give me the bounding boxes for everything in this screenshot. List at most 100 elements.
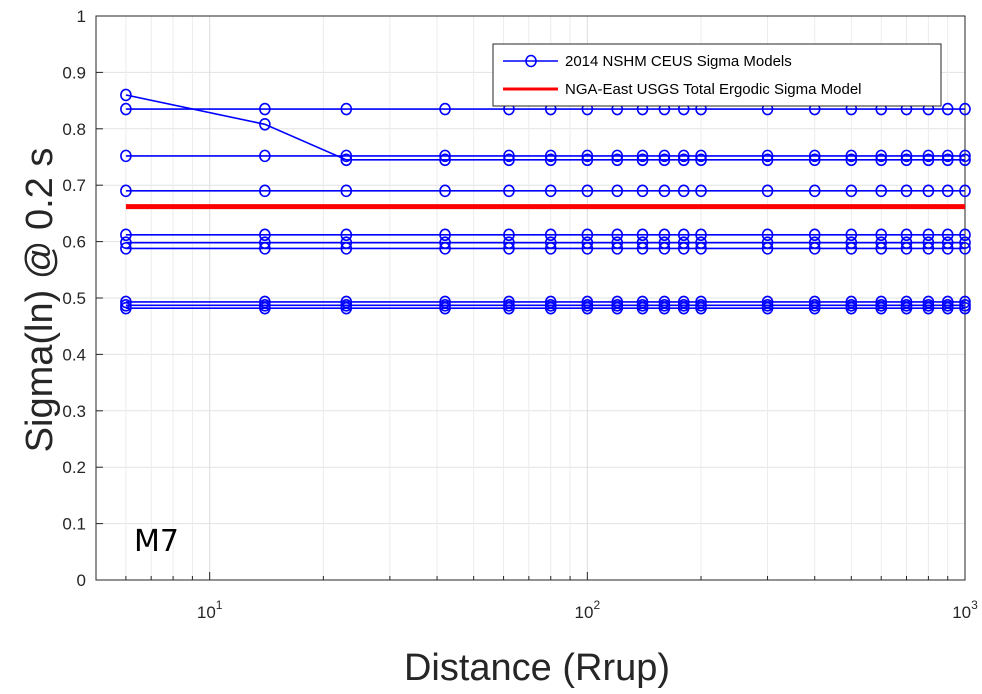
- data-point: [636, 153, 649, 167]
- data-point: [808, 153, 821, 167]
- series-3: [120, 184, 971, 198]
- data-point: [761, 242, 774, 255]
- data-point: [922, 149, 935, 163]
- data-point: [808, 149, 821, 163]
- data-point: [120, 228, 132, 242]
- y-tick-label: 1: [77, 7, 86, 26]
- data-point: [900, 301, 913, 315]
- data-point: [941, 301, 954, 315]
- series-4: [120, 228, 971, 242]
- y-tick-label: 0.7: [62, 176, 86, 195]
- data-point: [875, 228, 888, 242]
- data-point: [875, 149, 888, 163]
- x-tick-base: 10: [575, 603, 594, 622]
- data-point: [695, 149, 707, 163]
- series-2: [120, 149, 971, 163]
- y-tick-label: 0: [77, 571, 86, 590]
- data-point: [340, 102, 353, 116]
- data-point: [439, 242, 451, 255]
- data-point: [503, 301, 515, 315]
- data-point: [875, 153, 888, 167]
- data-point: [941, 149, 954, 163]
- magnitude-annotation: M7: [134, 524, 179, 559]
- data-point: [120, 184, 132, 198]
- data-point: [845, 184, 858, 198]
- data-point: [340, 242, 353, 255]
- data-point: [761, 149, 774, 163]
- data-point: [808, 184, 821, 198]
- data-point: [808, 301, 821, 315]
- data-point: [677, 228, 690, 242]
- data-point: [941, 228, 954, 242]
- data-point: [761, 228, 774, 242]
- data-point: [259, 228, 271, 242]
- data-point: [503, 153, 515, 167]
- data-point: [900, 149, 913, 163]
- data-point: [658, 228, 671, 242]
- series-layer: [120, 88, 971, 315]
- data-point: [611, 242, 624, 255]
- data-point: [120, 88, 132, 102]
- data-point: [636, 228, 649, 242]
- data-point: [340, 301, 353, 315]
- data-point: [677, 149, 690, 163]
- data-point: [941, 153, 954, 167]
- data-point: [959, 102, 971, 116]
- data-point: [959, 149, 971, 163]
- x-tick-base: 10: [952, 603, 971, 622]
- data-point: [611, 228, 624, 242]
- data-point: [695, 301, 707, 315]
- data-point: [922, 153, 935, 167]
- data-point: [922, 184, 935, 198]
- data-point: [845, 149, 858, 163]
- data-point: [900, 242, 913, 255]
- data-point: [875, 184, 888, 198]
- data-point: [581, 149, 594, 163]
- y-tick-label: 0.8: [62, 120, 86, 139]
- data-point: [636, 149, 649, 163]
- data-point: [439, 153, 451, 167]
- data-point: [845, 153, 858, 167]
- data-point: [544, 184, 557, 198]
- data-point: [611, 153, 624, 167]
- data-point: [611, 184, 624, 198]
- data-point: [845, 301, 858, 315]
- data-point: [677, 301, 690, 315]
- data-point: [544, 228, 557, 242]
- data-point: [658, 149, 671, 163]
- legend: 2014 NSHM CEUS Sigma Models NGA-East USGS…: [492, 43, 942, 107]
- data-point: [695, 184, 707, 198]
- data-point: [900, 184, 913, 198]
- data-point: [695, 228, 707, 242]
- data-point: [959, 301, 971, 315]
- data-point: [941, 102, 954, 116]
- x-tick-exponent: 2: [593, 598, 600, 612]
- data-point: [439, 228, 451, 242]
- data-point: [439, 102, 451, 116]
- y-axis-title: Sigma(ln) @ 0.2 s: [19, 148, 61, 453]
- data-point: [959, 242, 971, 255]
- data-point: [900, 228, 913, 242]
- x-tick-base: 10: [197, 603, 216, 622]
- data-point: [581, 153, 594, 167]
- legend-box: [492, 43, 942, 107]
- data-point: [636, 242, 649, 255]
- data-point: [959, 228, 971, 242]
- data-point: [761, 184, 774, 198]
- data-point: [922, 301, 935, 315]
- data-point: [677, 242, 690, 255]
- x-tick-exponent: 3: [971, 598, 978, 612]
- data-point: [922, 242, 935, 255]
- data-point: [808, 228, 821, 242]
- data-point: [259, 301, 271, 315]
- legend-label: 2014 NSHM CEUS Sigma Models: [565, 53, 792, 70]
- data-point: [340, 153, 353, 167]
- series-5: [120, 236, 971, 250]
- series-6: [120, 242, 971, 255]
- data-point: [677, 153, 690, 167]
- data-point: [544, 242, 557, 255]
- x-tick-label: 102: [575, 598, 601, 622]
- y-tick-label: 0.5: [62, 289, 86, 308]
